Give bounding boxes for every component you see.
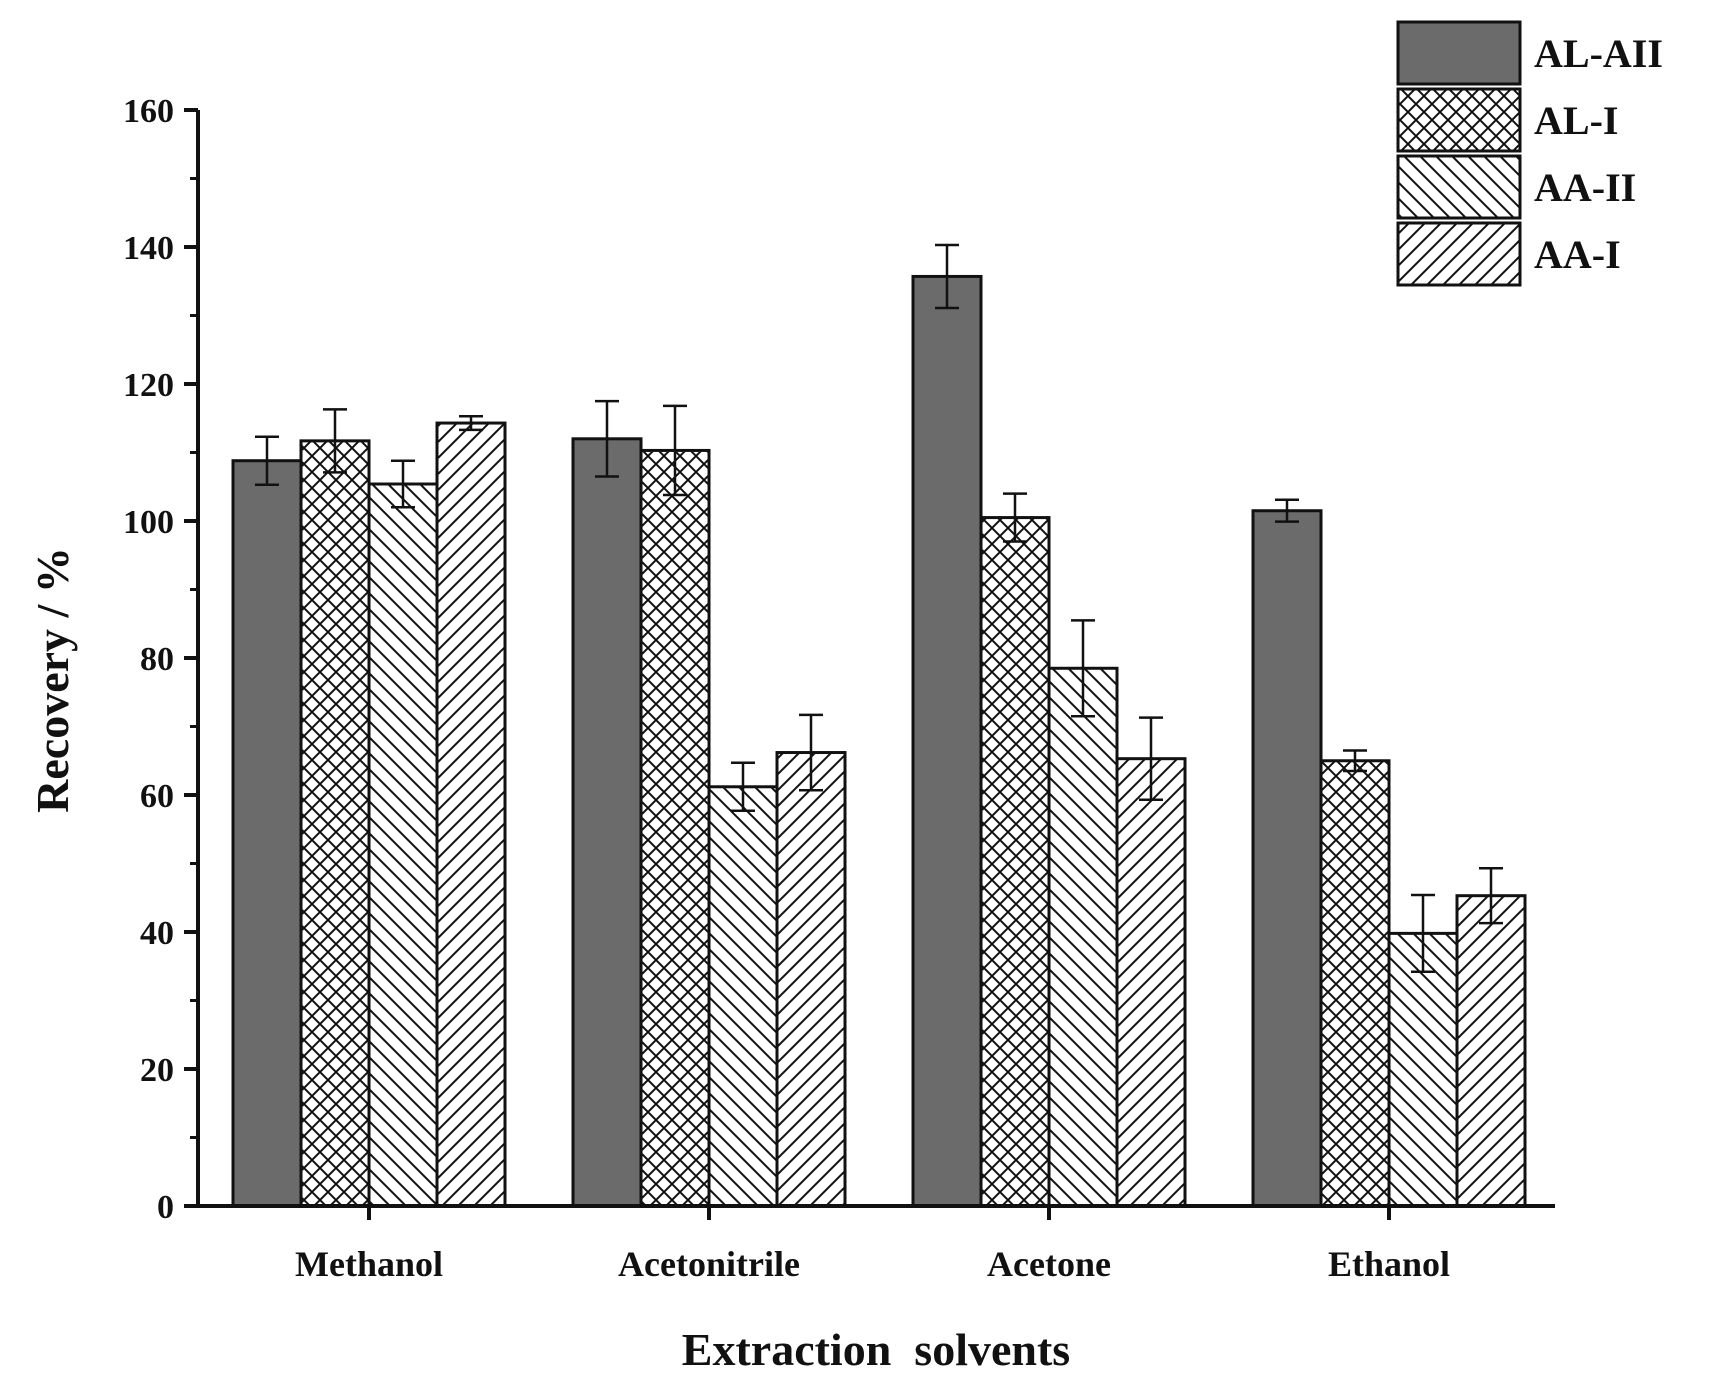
y-ticks: 0 20 40 60 80 100 120 140 160 [123,93,198,1226]
bar-aa-i-acetonitrile [775,751,847,1208]
legend-label: AA-II [1534,165,1636,210]
legend-swatch [1396,87,1522,153]
y-tick-label: 140 [123,230,174,267]
legend-item: AA-II [1396,154,1636,220]
y-tick-label: 160 [123,93,174,130]
error-bar [663,404,687,497]
y-tick-label: 80 [140,641,174,678]
y-tick-label: 40 [140,915,174,952]
x-tick-label: Acetone [987,1244,1111,1284]
error-bar [1139,716,1163,802]
bar-aa-i-acetone [1115,757,1187,1208]
error-bar [595,399,619,478]
legend: AL-AII AL-I AA-II AA-I [1396,20,1663,287]
error-bar [1479,867,1503,925]
error-bar [1275,498,1299,523]
error-bar [1071,619,1095,718]
y-tick-label: 120 [123,367,174,404]
x-tick-label: Acetonitrile [618,1244,800,1284]
bar-al-i-methanol [299,439,371,1208]
x-tick-label: Ethanol [1328,1244,1450,1284]
x-tick-label: Methanol [295,1244,443,1284]
legend-label: AL-AII [1534,31,1663,76]
legend-item: AL-I [1396,87,1618,153]
error-bar [459,414,483,432]
legend-label: AA-I [1534,232,1621,277]
bar-aa-i-methanol [435,421,507,1208]
bar-al-aii-methanol [231,459,303,1208]
x-ticks: Methanol Acetonitrile Acetone Ethanol [295,1206,1450,1284]
error-bar [935,243,959,310]
bar-al-aii-acetone [911,274,983,1208]
legend-swatch [1396,20,1522,86]
bar-aa-ii-methanol [367,482,439,1208]
error-bar [1343,749,1367,773]
error-bar [799,713,823,792]
error-bar [391,459,415,509]
error-bar [731,761,755,813]
bar-al-i-ethanol [1319,759,1391,1208]
y-tick-label: 0 [157,1189,174,1226]
bar-al-aii-acetonitrile [571,437,643,1208]
legend-label: AL-I [1534,98,1618,143]
bar-aa-ii-acetone [1047,666,1119,1208]
legend-item: AA-I [1396,221,1621,287]
y-axis-title: Recovery / % [27,547,78,813]
error-bar [1003,492,1027,543]
legend-item: AL-AII [1396,20,1663,86]
error-bar [323,408,347,474]
legend-swatch [1396,154,1522,220]
bar-aa-ii-ethanol [1387,931,1459,1208]
error-bars-layer [255,243,1503,973]
bar-aa-ii-acetonitrile [707,785,779,1208]
bar-aa-i-ethanol [1455,894,1527,1208]
y-tick-label: 60 [140,778,174,815]
bar-al-i-acetonitrile [639,448,711,1208]
bars-layer [231,274,1527,1208]
error-bar [255,435,279,486]
y-tick-label: 100 [123,504,174,541]
error-bar [1411,893,1435,973]
bar-al-aii-ethanol [1251,509,1323,1208]
legend-swatch [1396,221,1522,287]
x-axis-title: Extraction solvents [682,1324,1070,1375]
y-tick-label: 20 [140,1052,174,1089]
bar-al-i-acetone [979,516,1051,1208]
